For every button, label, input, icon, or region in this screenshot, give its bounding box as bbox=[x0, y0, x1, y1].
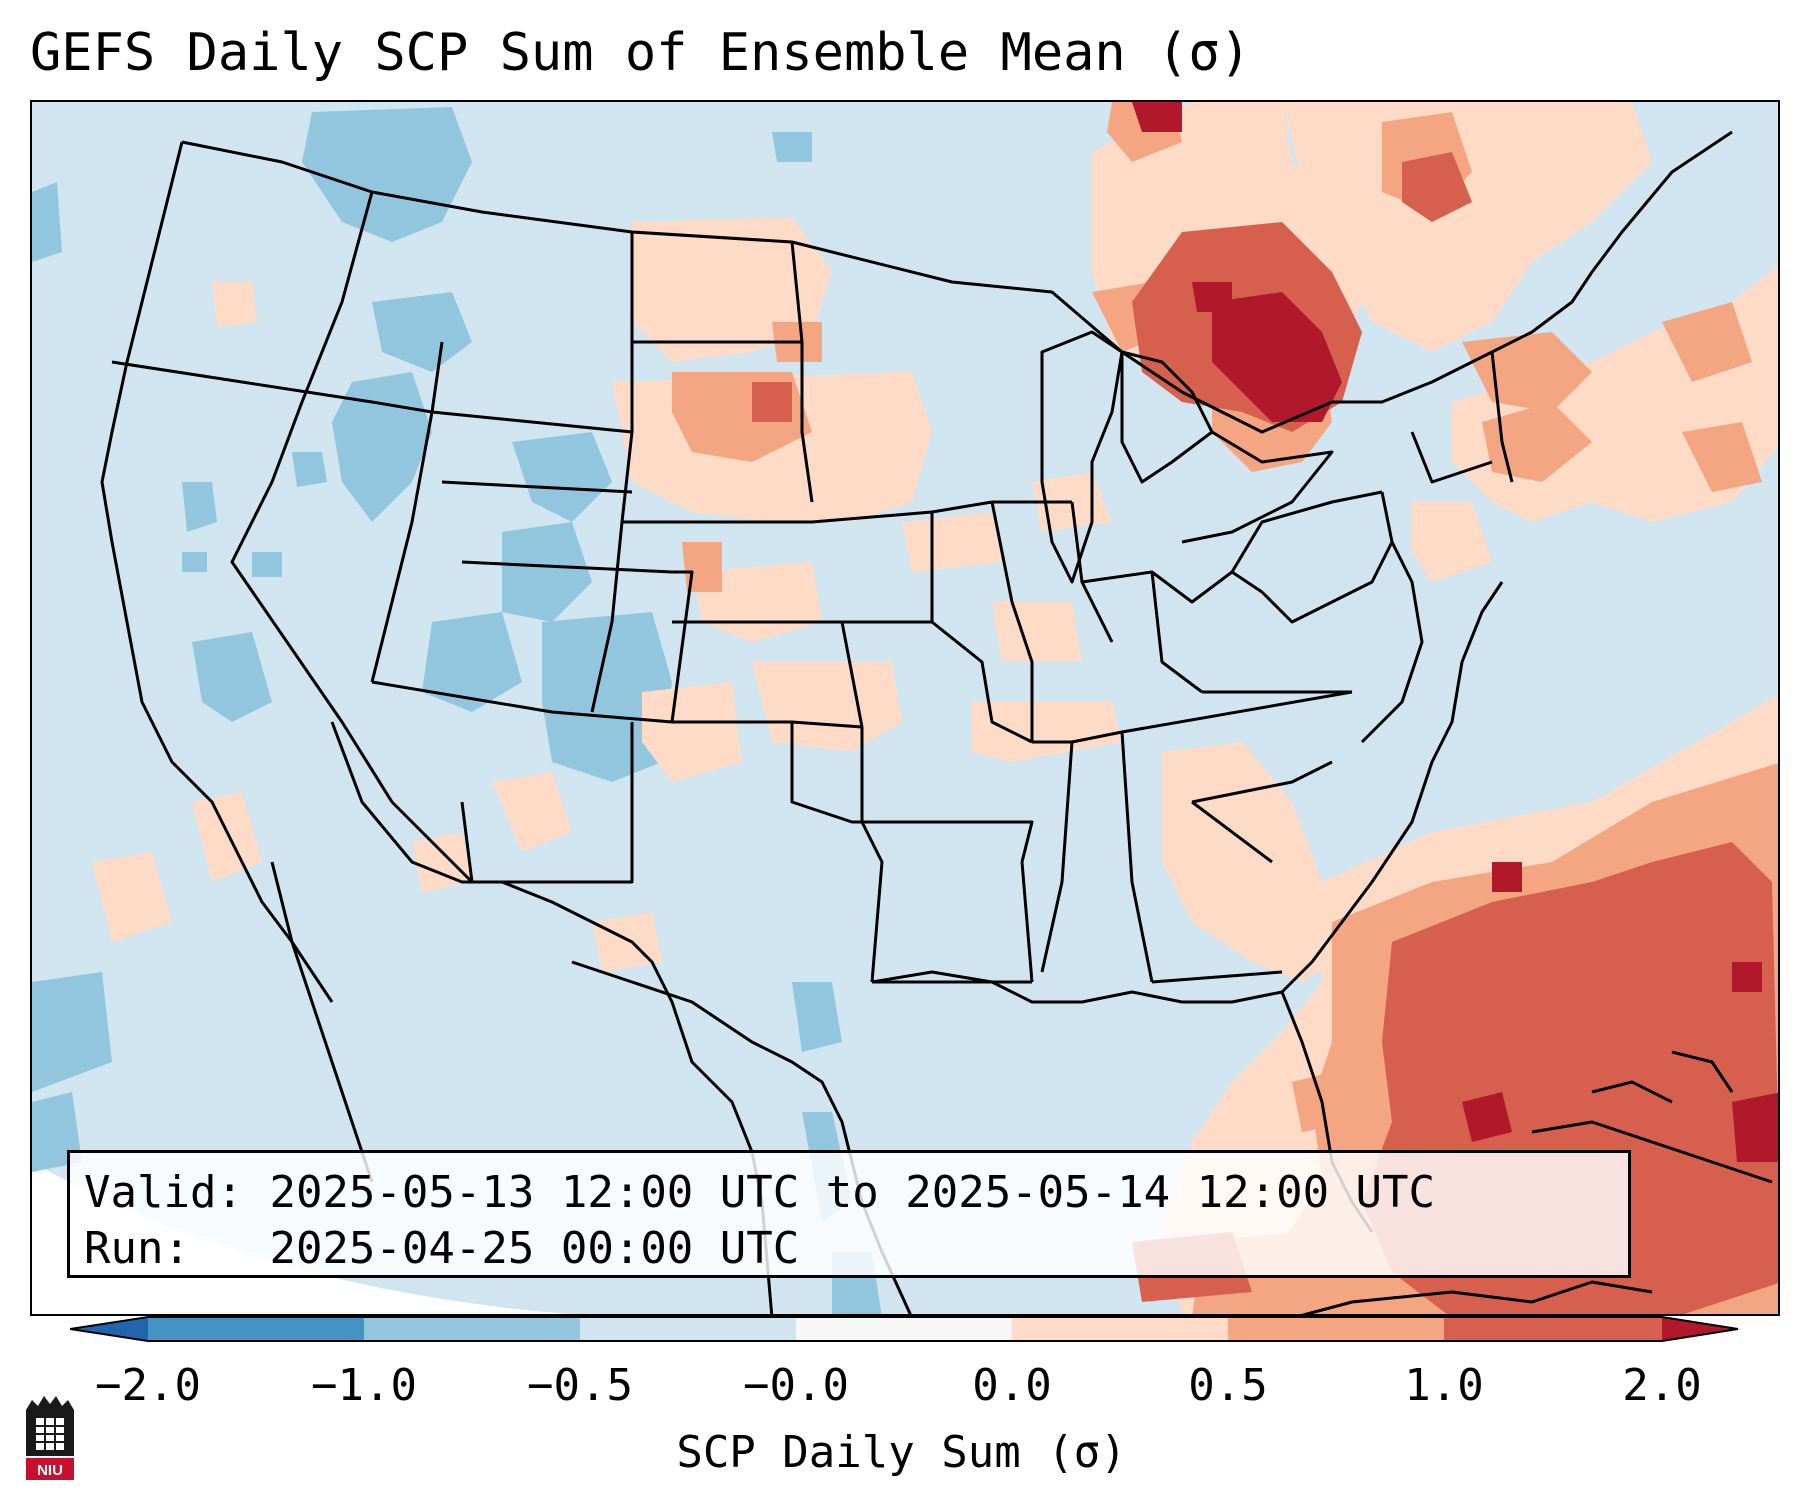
map-title: GEFS Daily SCP Sum of Ensemble Mean (σ) bbox=[30, 23, 1251, 83]
colorbar-tick-label: −1.0 bbox=[311, 1360, 417, 1411]
colorbar-tick-label: 0.0 bbox=[972, 1360, 1052, 1411]
colorbar-tick-label: −0.0 bbox=[743, 1360, 849, 1411]
boundaries bbox=[100, 130, 1773, 1314]
negative-anomaly-areas bbox=[32, 107, 882, 1314]
run-label: Run: bbox=[84, 1223, 190, 1274]
valid-value: 2025-05-13 12:00 UTC to 2025-05-14 12:00… bbox=[269, 1167, 1436, 1218]
colorbar-segment bbox=[1444, 1317, 1662, 1341]
colorbar-segment bbox=[364, 1317, 580, 1341]
colorbar-tick-label: −2.0 bbox=[95, 1360, 201, 1411]
colorbar-tick-label: −0.5 bbox=[527, 1360, 633, 1411]
extreme-positive-areas bbox=[1132, 102, 1778, 1162]
colorbar-segment bbox=[148, 1317, 364, 1341]
colorbar-segment bbox=[580, 1317, 796, 1341]
colorbar bbox=[70, 1316, 1739, 1342]
niu-logo-icon: NIU bbox=[26, 1396, 74, 1480]
svg-text:NIU: NIU bbox=[37, 1462, 63, 1479]
colorbar-segment bbox=[1012, 1317, 1228, 1341]
valid-label: Valid: bbox=[84, 1167, 243, 1218]
colorbar-segment bbox=[796, 1317, 1012, 1341]
scp-map bbox=[32, 102, 1778, 1314]
colorbar-label: SCP Daily Sum (σ) bbox=[676, 1427, 1127, 1478]
colorbar-extend-low bbox=[70, 1317, 148, 1341]
map-panel bbox=[30, 100, 1780, 1316]
colorbar-tick-label: 0.5 bbox=[1188, 1360, 1268, 1411]
valid-run-info-box: Valid: 2025-05-13 12:00 UTC to 2025-05-1… bbox=[67, 1150, 1631, 1278]
run-value: 2025-04-25 00:00 UTC bbox=[269, 1223, 800, 1274]
colorbar-extend-high bbox=[1662, 1317, 1738, 1341]
colorbar-tick-label: 1.0 bbox=[1404, 1360, 1484, 1411]
colorbar-tick-label: 2.0 bbox=[1622, 1360, 1702, 1411]
colorbar-segment bbox=[1228, 1317, 1444, 1341]
